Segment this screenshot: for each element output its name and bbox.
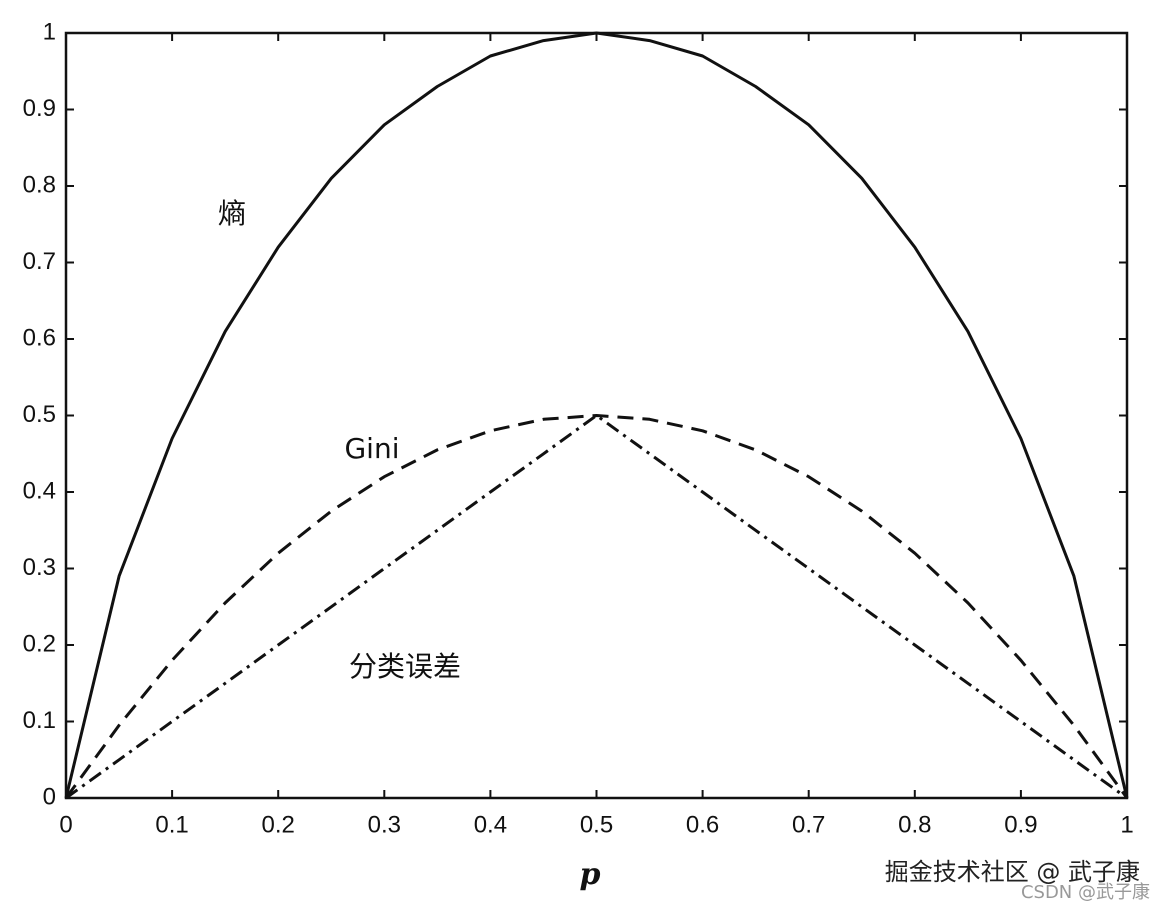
y-tick-label: 0.4 [23, 477, 56, 504]
x-tick-label: 0 [59, 811, 72, 838]
y-tick-label: 0.7 [23, 248, 56, 275]
watermark: 掘金技术社区 @ 武子康 [885, 858, 1140, 886]
y-tick-label: 0.9 [23, 95, 56, 122]
x-tick-label: 0.9 [1004, 811, 1037, 838]
y-tick-label: 0.6 [23, 324, 56, 351]
x-tick-label: 1 [1120, 811, 1133, 838]
series-label: Gini [344, 432, 399, 465]
x-tick-label: 0.2 [262, 811, 295, 838]
y-tick-label: 1 [43, 18, 56, 45]
x-tick-label: 0.3 [368, 811, 401, 838]
x-axis-label: p [580, 857, 601, 892]
series-label: 熵 [218, 197, 246, 230]
y-tick-label: 0.8 [23, 171, 56, 198]
x-tick-label: 0.1 [155, 811, 188, 838]
x-tick-label: 0.4 [474, 811, 507, 838]
x-tick-label: 0.8 [898, 811, 931, 838]
watermark: CSDN @武子康 [1021, 882, 1150, 903]
x-tick-label: 0.5 [580, 811, 613, 838]
x-tick-label: 0.7 [792, 811, 825, 838]
series-line [65, 414, 1128, 800]
series-line [64, 414, 1129, 799]
series-label: 分类误差 [349, 650, 461, 683]
y-tick-label: 0.5 [23, 401, 56, 428]
y-tick-label: 0 [43, 783, 56, 810]
y-tick-label: 0.3 [23, 554, 56, 581]
y-tick-label: 0.2 [23, 630, 56, 657]
series-line [64, 31, 1129, 799]
x-tick-label: 0.6 [686, 811, 719, 838]
y-tick-label: 0.1 [23, 707, 56, 734]
